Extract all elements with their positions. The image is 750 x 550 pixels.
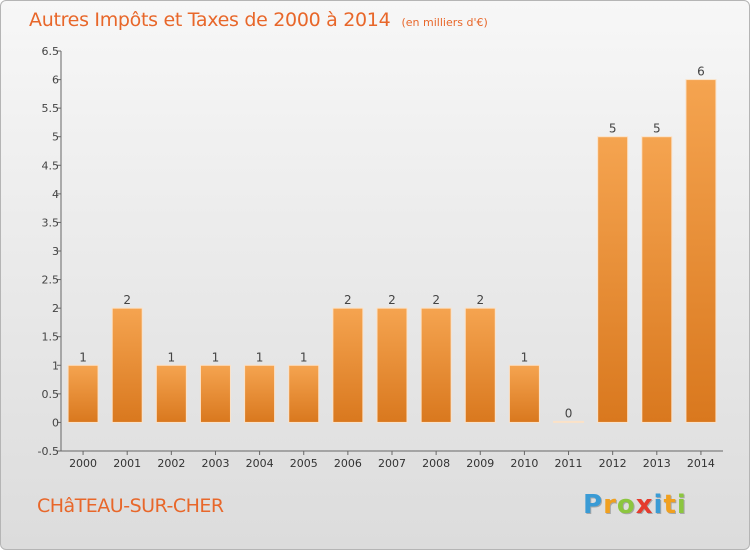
- y-tick-label: 2: [52, 302, 59, 315]
- bar-2004: [244, 364, 276, 423]
- data-label: 0: [565, 406, 573, 420]
- data-label: 1: [521, 350, 529, 364]
- y-tick-label: 3.5: [42, 216, 60, 229]
- data-label: 2: [388, 293, 396, 307]
- x-tick-label: 2006: [334, 457, 362, 470]
- logo-letter: t: [663, 490, 677, 520]
- logo-letter: o: [616, 490, 636, 520]
- data-label: 1: [168, 350, 176, 364]
- bar-2001: [111, 307, 143, 423]
- data-label: 1: [256, 350, 264, 364]
- commune-name: CHâTEAU-SUR-CHER: [37, 495, 224, 517]
- x-tick-label: 2004: [246, 457, 274, 470]
- x-tick-label: 2001: [113, 457, 141, 470]
- bar-2012: [597, 136, 629, 423]
- data-label: 1: [79, 350, 87, 364]
- bar-2011: [553, 420, 585, 423]
- y-tick-label: 4: [52, 188, 59, 201]
- data-label: 2: [344, 293, 352, 307]
- y-tick-label: 1: [52, 359, 59, 372]
- bar-2003: [199, 364, 231, 423]
- proxiti-logo[interactable]: Proxiti: [583, 490, 687, 520]
- x-tick-label: 2012: [599, 457, 627, 470]
- title-row: Autres Impôts et Taxes de 2000 à 2014 (e…: [29, 9, 488, 31]
- data-label: 1: [300, 350, 308, 364]
- bar-2007: [376, 307, 408, 423]
- labels: 2000 1 2001 2 2002 1 2003 1 2004 1 2005 1 2006 2 2007 2…: [69, 65, 715, 470]
- x-tick-label: 2003: [201, 457, 229, 470]
- y-tick-label: 0.5: [42, 388, 60, 401]
- x-tick-label: 2008: [422, 457, 450, 470]
- x-tick-label: 2000: [69, 457, 97, 470]
- chart-title: Autres Impôts et Taxes de 2000 à 2014: [29, 9, 391, 31]
- y-tick-label: 3: [52, 245, 59, 258]
- y-tick-label: 0: [52, 416, 59, 429]
- bar-2013: [641, 136, 673, 423]
- bar-2002: [155, 364, 187, 423]
- x-tick-label: 2011: [555, 457, 583, 470]
- y-tick-label: 5.5: [42, 102, 60, 115]
- x-tick-label: 2010: [510, 457, 538, 470]
- x-tick-label: 2014: [687, 457, 715, 470]
- x-tick-label: 2005: [290, 457, 318, 470]
- data-label: 6: [697, 65, 705, 79]
- y-tick-label: 4.5: [42, 159, 60, 172]
- x-tick-label: 2009: [466, 457, 494, 470]
- y-tick-label: 1.5: [42, 331, 60, 344]
- bar-2009: [464, 307, 496, 423]
- x-tick-label: 2007: [378, 457, 406, 470]
- data-label: 1: [212, 350, 220, 364]
- data-label: 2: [123, 293, 131, 307]
- y-tick-label: 5: [52, 131, 59, 144]
- y-tick-label: 2.5: [42, 274, 60, 287]
- y-tick-label: -0.5: [38, 445, 59, 458]
- axes: -0.5 0 0.5 1 1.5 2 2.5 3 3.5 4 4.5 5 5.5 6 6.5: [38, 45, 723, 458]
- y-tick-label: 6.5: [42, 45, 60, 58]
- data-label: 2: [432, 293, 440, 307]
- x-tick-label: 2002: [157, 457, 185, 470]
- data-label: 5: [609, 122, 617, 136]
- unit-note: (en milliers d'€): [401, 16, 488, 29]
- bar-2008: [420, 307, 452, 423]
- x-tick-label: 2013: [643, 457, 671, 470]
- data-label: 2: [476, 293, 484, 307]
- bar-2006: [332, 307, 364, 423]
- bars: [67, 79, 717, 423]
- bar-2010: [508, 364, 540, 423]
- logo-letter: i: [653, 490, 664, 520]
- y-tick-label: 6: [52, 74, 59, 87]
- logo-letter: P: [583, 490, 604, 520]
- data-label: 5: [653, 122, 661, 136]
- logo-letter: i: [676, 490, 687, 520]
- bar-2005: [288, 364, 320, 423]
- logo-letter: x: [635, 490, 654, 520]
- bar-2000: [67, 364, 99, 423]
- logo-letter: r: [603, 490, 617, 520]
- bar-2014: [685, 79, 717, 423]
